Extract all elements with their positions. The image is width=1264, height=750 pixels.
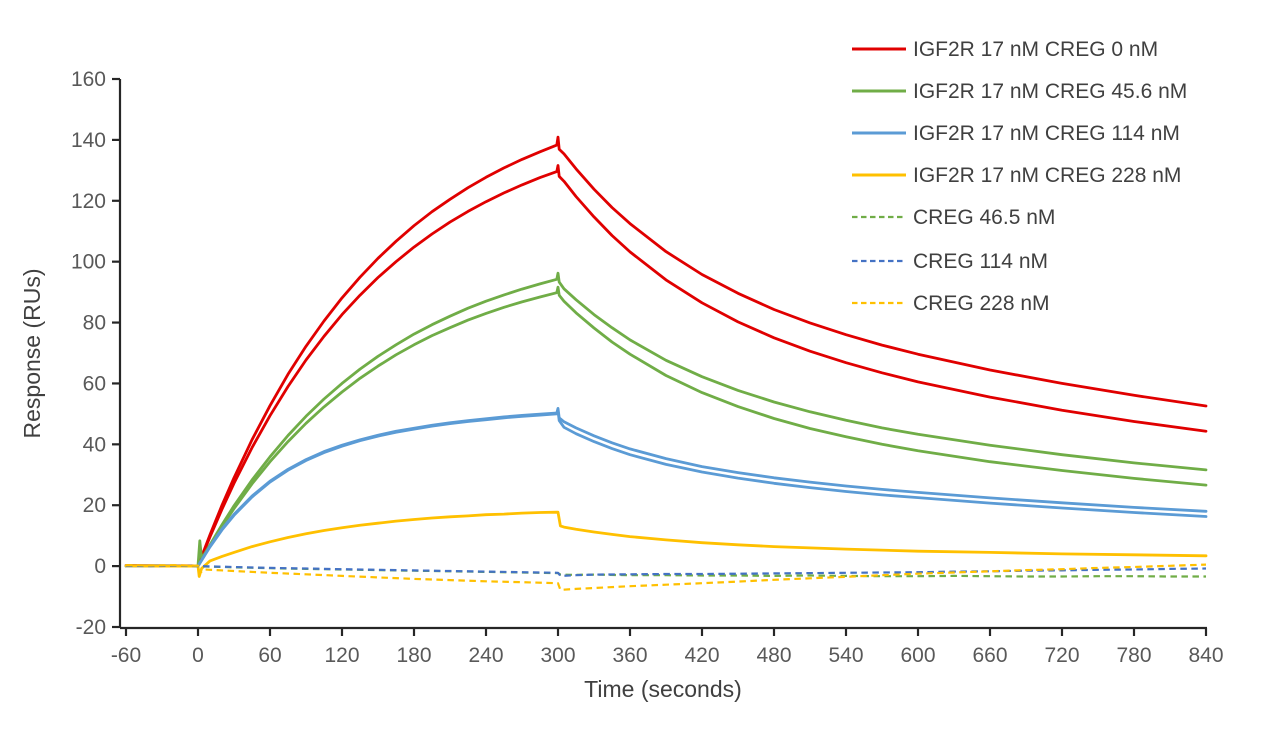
x-tick-label: -60	[111, 644, 141, 667]
x-tick-label: 300	[540, 644, 575, 667]
x-tick-label: 540	[828, 644, 863, 667]
legend-item-6: CREG 228 nM	[852, 292, 1050, 315]
series-line-8	[125, 564, 1207, 578]
y-tick-label: 120	[71, 190, 106, 213]
x-tick-label: 780	[1116, 644, 1151, 667]
x-tick-label: 120	[324, 644, 359, 667]
series-line-6	[124, 510, 1208, 578]
x-tick-label: 480	[756, 644, 791, 667]
y-tick-label: 60	[83, 372, 106, 395]
y-tick-label: -20	[76, 616, 106, 639]
legend-label: CREG 114 nM	[913, 250, 1048, 273]
y-tick-label: 100	[71, 251, 106, 274]
x-tick-label: 240	[468, 644, 503, 667]
x-tick-label: 0	[192, 644, 204, 667]
y-tick-label: 0	[94, 555, 106, 578]
y-axis-title: Response (RUs)	[19, 269, 45, 439]
series-line-4	[124, 406, 1208, 568]
legend-label: IGF2R 17 nM CREG 228 nM	[913, 164, 1181, 187]
y-tick-label: 20	[83, 494, 106, 517]
x-tick-label: 60	[258, 644, 281, 667]
y-tick-label: 160	[71, 68, 106, 91]
legend-label: IGF2R 17 nM CREG 0 nM	[913, 38, 1158, 61]
y-tick-label: 80	[83, 312, 106, 335]
x-tick-label: 360	[612, 644, 647, 667]
legend-item-0: IGF2R 17 nM CREG 0 nM	[852, 38, 1158, 61]
legend-item-2: IGF2R 17 nM CREG 114 nM	[852, 122, 1180, 145]
x-axis-title: Time (seconds)	[584, 676, 742, 702]
legend-label: IGF2R 17 nM CREG 114 nM	[913, 122, 1180, 145]
series-line-2	[124, 271, 1208, 568]
legend-label: IGF2R 17 nM CREG 45.6 nM	[913, 80, 1187, 103]
series-line-3	[124, 285, 1208, 568]
legend-item-1: IGF2R 17 nM CREG 45.6 nM	[852, 80, 1187, 103]
y-tick-label: 40	[83, 433, 106, 456]
legend-item-3: IGF2R 17 nM CREG 228 nM	[852, 164, 1181, 187]
series-line-5	[124, 409, 1208, 568]
x-tick-label: 420	[684, 644, 719, 667]
x-tick-label: 660	[972, 644, 1007, 667]
legend-item-4: CREG 46.5 nM	[852, 206, 1055, 229]
series-line-0	[124, 135, 1208, 568]
x-tick-label: 720	[1044, 644, 1079, 667]
legend: IGF2R 17 nM CREG 0 nM IGF2R 17 nM CREG 45…	[852, 38, 1187, 315]
legend-label: CREG 228 nM	[913, 292, 1050, 315]
legend-label: CREG 46.5 nM	[913, 206, 1055, 229]
series-lines-group	[124, 135, 1208, 592]
axes-group: -20 0 20 40 60 80 100 120 140 160 -60 0 60 120 180 240 3…	[71, 68, 1224, 667]
x-tick-label: 180	[396, 644, 431, 667]
series-line-9	[125, 563, 1207, 592]
legend-item-5: CREG 114 nM	[852, 250, 1048, 273]
y-tick-label: 140	[71, 129, 106, 152]
x-tick-label: 600	[900, 644, 935, 667]
x-tick-label: 840	[1188, 644, 1223, 667]
series-line-1	[124, 164, 1208, 568]
